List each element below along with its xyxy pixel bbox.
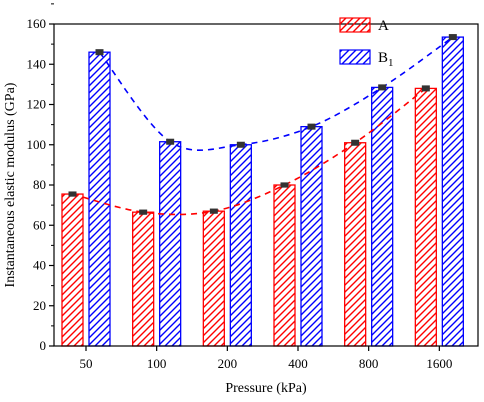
y-axis-title: Instantaneous elastic modulus (GPa) [3, 82, 18, 287]
trend-line-a [72, 87, 427, 216]
error-bar [209, 208, 218, 214]
legend-item-a: A [339, 17, 389, 34]
trend-lines [72, 36, 454, 216]
error-bar [280, 182, 289, 188]
bar-a [344, 142, 367, 347]
bar-b1 [441, 36, 464, 347]
y-tick-label: 60 [33, 217, 46, 232]
error-bar [139, 209, 148, 215]
bar-b1 [300, 125, 323, 347]
y-tick-label: 20 [33, 298, 46, 313]
bar-a [202, 210, 225, 347]
x-tick-label: 1600 [426, 356, 452, 371]
x-tick-label: 400 [288, 356, 308, 371]
legend-label-a: A [378, 18, 389, 34]
legend-label-b1-subscript: 1 [388, 57, 394, 69]
bar-b1 [159, 141, 182, 347]
y-tick-label: 40 [33, 258, 46, 273]
error-bar [307, 123, 316, 130]
error-bar [236, 141, 245, 148]
error-bar [378, 84, 387, 91]
legend-swatch-a [339, 17, 371, 33]
bars-layer [61, 36, 464, 347]
x-axis: 50 100 200 400 800 1600 [80, 346, 452, 371]
bar-a [414, 87, 437, 347]
y-tick-label: 140 [27, 56, 47, 71]
x-tick-label: 50 [80, 356, 93, 371]
bar-b1 [88, 51, 111, 347]
error-bar [95, 49, 104, 56]
bar-b1 [229, 144, 252, 347]
x-tick-label: 100 [147, 356, 167, 371]
bar-a [61, 193, 84, 347]
error-bar [421, 85, 430, 92]
error-bar [166, 138, 175, 145]
bar-a [132, 211, 155, 347]
trend-line-b1 [98, 36, 454, 151]
bar-a [273, 184, 296, 347]
legend-label-b1: B1 [378, 50, 394, 69]
y-tick-label: 120 [27, 97, 47, 112]
y-axis: 0 20 40 60 80 100 120 140 160 [27, 3, 54, 353]
error-bar [448, 34, 457, 41]
x-tick-label: 200 [218, 356, 238, 371]
x-tick-label: 800 [359, 356, 379, 371]
y-tick-label: 160 [27, 16, 47, 31]
legend-swatch-b1 [339, 49, 371, 65]
legend: A B1 [339, 17, 394, 69]
y-tick-label: 80 [33, 177, 46, 192]
error-bars [68, 34, 457, 215]
bar-b1 [371, 86, 394, 347]
legend-label-b1-main: B [378, 50, 388, 66]
y-tick-label: 100 [27, 137, 47, 152]
plot-frame [53, 23, 479, 347]
error-bar [351, 139, 360, 146]
x-axis-title: Pressure (kPa) [225, 381, 307, 396]
error-bar [68, 191, 77, 197]
y-tick-label: 0 [40, 338, 47, 353]
legend-item-b1: B1 [339, 49, 394, 69]
